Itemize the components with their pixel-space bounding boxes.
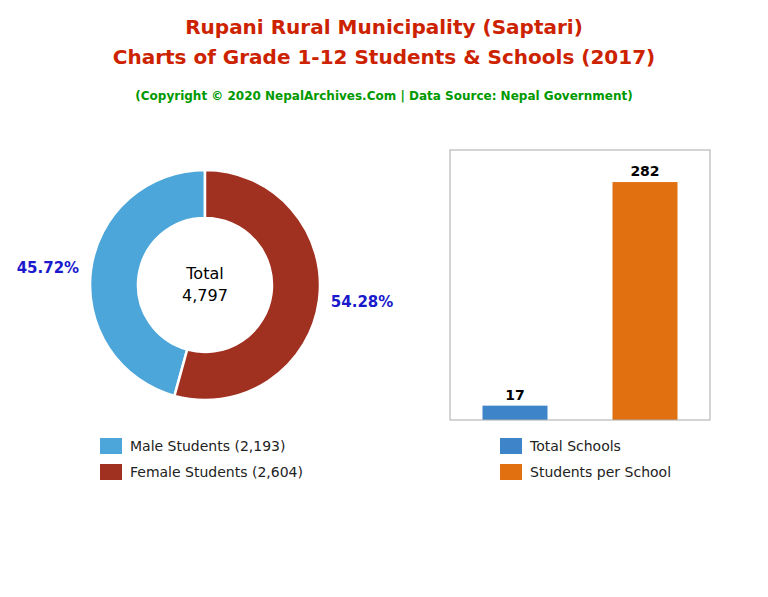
legend: Male Students (2,193) Female Students (2,… [100,438,303,480]
legend: Total Schools Students per School [500,438,671,480]
center-text: Total4,797 [182,264,228,305]
donut [90,170,320,400]
data-label: 17 [505,387,524,403]
bars [483,182,678,420]
legend-label: Students per School [530,464,671,480]
legend-label: Total Schools [529,438,621,454]
data-labels: 45.72% 54.28% [17,259,394,311]
data-labels: 17 282 [505,163,659,403]
bar [613,182,678,420]
title: Charts of Grade 1-12 Students & Schools … [113,45,656,69]
bar [483,406,548,420]
plot-frame [450,150,710,420]
subtitle: (Copyright © 2020 NepalArchives.Com | Da… [135,89,632,103]
data-label: 54.28% [331,293,393,311]
legend-swatch [500,464,522,480]
title: Rupani Rural Municipality (Saptari) [185,15,583,39]
donut-slice [174,170,320,400]
legend-swatch [100,438,122,454]
chart-svg: Rupani Rural Municipality (Saptari) Chart… [0,0,768,597]
legend-label: Male Students (2,193) [130,438,285,454]
legend-swatch [100,464,122,480]
data-label: 282 [630,163,659,179]
legend-swatch [500,438,522,454]
chart-root: Rupani Rural Municipality (Saptari) Chart… [0,0,768,597]
legend-label: Female Students (2,604) [130,464,303,480]
data-label: 45.72% [17,259,79,277]
